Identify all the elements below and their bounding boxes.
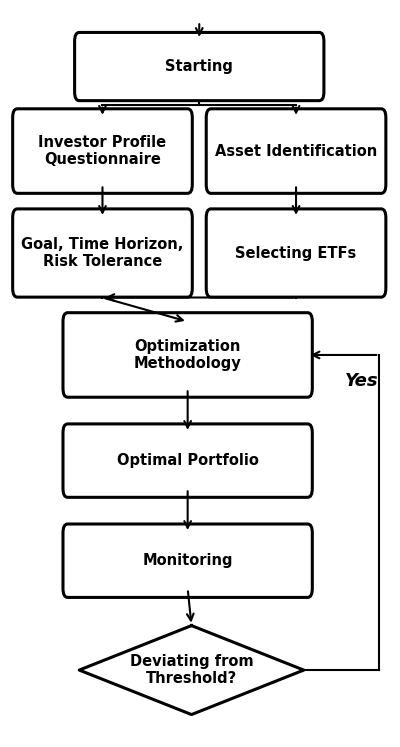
FancyBboxPatch shape [206,209,386,297]
Text: Starting: Starting [165,59,233,74]
Text: Goal, Time Horizon,
Risk Tolerance: Goal, Time Horizon, Risk Tolerance [21,237,184,269]
Text: Asset Identification: Asset Identification [215,143,377,158]
Text: Optimal Portfolio: Optimal Portfolio [117,453,258,468]
FancyBboxPatch shape [63,424,312,498]
Text: Optimization
Methodology: Optimization Methodology [134,338,242,371]
FancyBboxPatch shape [13,209,192,297]
Text: Yes: Yes [345,372,379,390]
FancyBboxPatch shape [13,109,192,193]
Text: Selecting ETFs: Selecting ETFs [236,246,357,261]
FancyBboxPatch shape [63,524,312,598]
Polygon shape [79,625,304,715]
FancyBboxPatch shape [63,313,312,397]
Text: Monitoring: Monitoring [142,554,233,568]
FancyBboxPatch shape [206,109,386,193]
FancyBboxPatch shape [75,32,324,101]
Text: Deviating from
Threshold?: Deviating from Threshold? [130,654,253,686]
Text: Investor Profile
Questionnaire: Investor Profile Questionnaire [38,135,166,167]
